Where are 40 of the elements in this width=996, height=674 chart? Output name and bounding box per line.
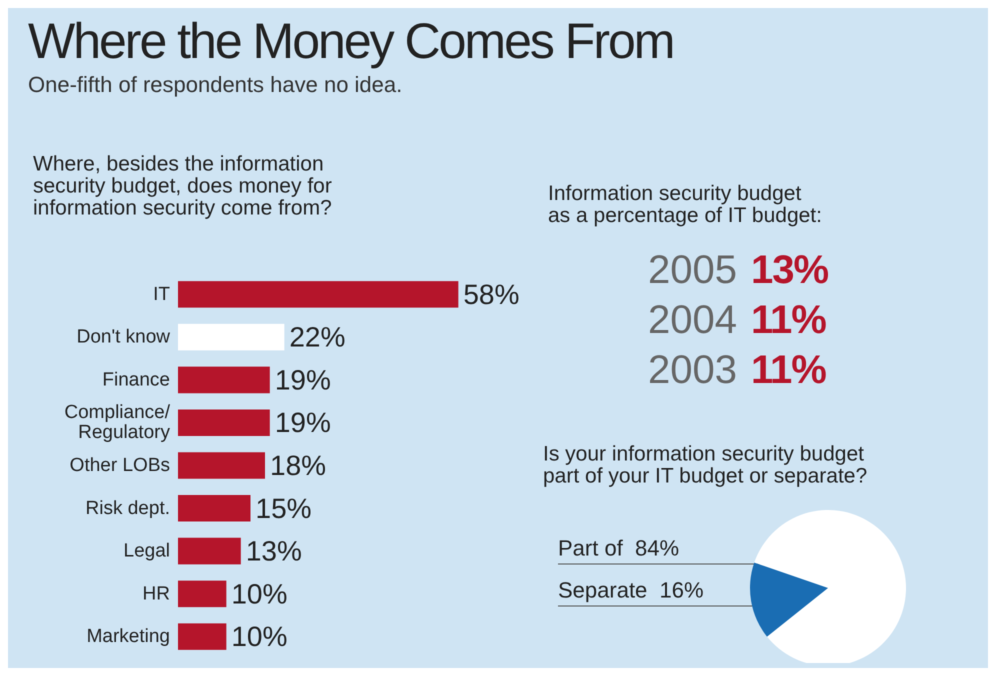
bar	[178, 324, 284, 350]
y-tick-label: Risk dept.	[86, 498, 170, 519]
data-label: 22%	[289, 322, 346, 353]
text: One-fifth of respondents have no idea.	[28, 72, 404, 98]
y-tick-label: HR	[142, 583, 170, 604]
text: Information security budget as a percentage of IT budget:	[548, 182, 823, 227]
data-label: 10%	[231, 578, 288, 610]
y-tick-label: Compliance/ Regulatory	[64, 402, 171, 444]
bar	[178, 366, 270, 394]
chart-title: Where, besides the information security budget, does money for information security come from?	[33, 152, 332, 220]
y-tick-label: Legal	[124, 540, 170, 562]
y-tick-label: IT	[153, 284, 170, 305]
data-label: 10%	[231, 621, 288, 652]
slice-label: Separate 16%	[558, 578, 704, 602]
bar	[178, 409, 270, 436]
bar	[178, 623, 226, 650]
category-label: 2003	[648, 348, 737, 392]
data-label: 13%	[246, 536, 302, 567]
data-label: 15%	[256, 492, 312, 524]
data-label: 19%	[274, 407, 331, 438]
data-label: 58%	[463, 278, 520, 310]
data-label: 19%	[274, 364, 331, 396]
y-tick-label: Finance	[102, 369, 170, 390]
slice-label: Part of 84%	[558, 536, 680, 560]
y-tick-label: Marketing	[86, 626, 170, 648]
data-label: 11%	[750, 348, 826, 392]
data-label: 18%	[270, 450, 326, 481]
data-label: 11%	[750, 298, 826, 342]
bar	[178, 452, 265, 479]
text: Where the Money Comes From	[28, 12, 674, 70]
y-tick-label: Other LOBs	[70, 455, 170, 476]
bar	[178, 281, 458, 308]
bar	[178, 580, 226, 608]
bar	[178, 538, 241, 564]
y-tick-label: Don't know	[76, 326, 170, 348]
category-label: 2004	[648, 298, 737, 342]
data-label: 13%	[750, 248, 828, 292]
bar	[178, 495, 250, 522]
category-label: 2005	[648, 248, 737, 292]
chart-title: Is your information security budget part of your IT budget or separate?	[543, 442, 868, 488]
